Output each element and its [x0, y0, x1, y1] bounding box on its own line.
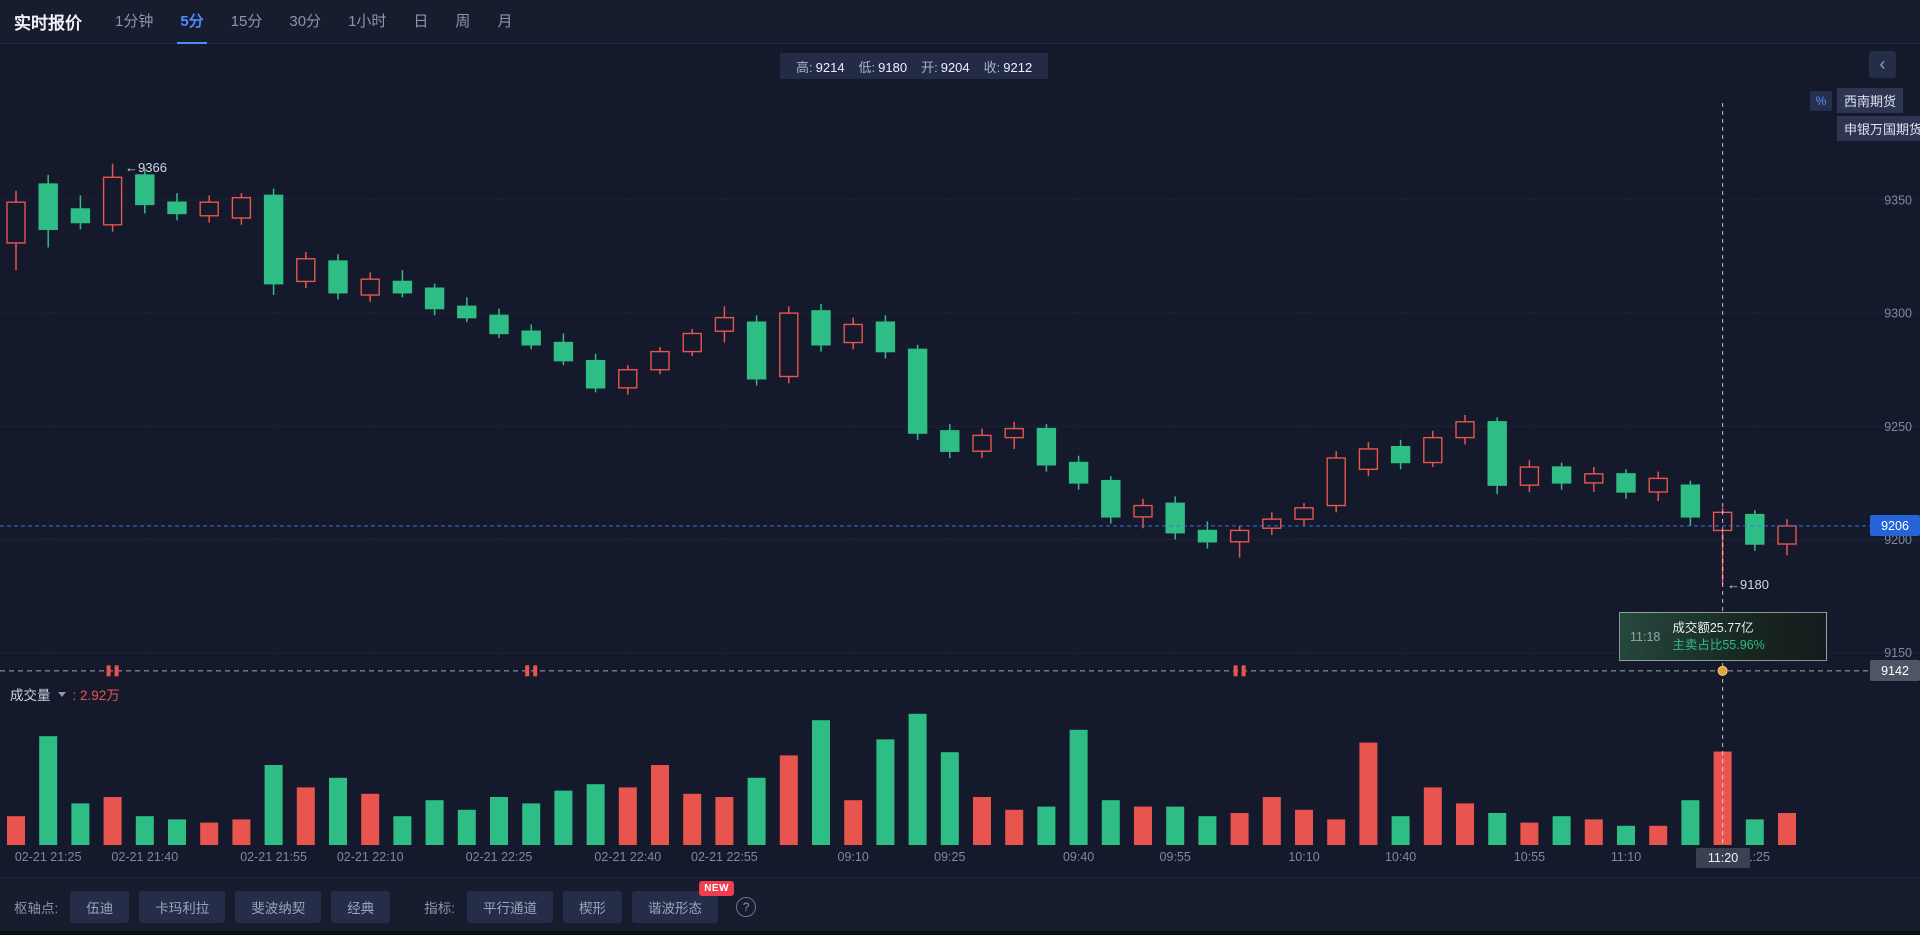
svg-text:02-21 21:25: 02-21 21:25: [15, 850, 82, 864]
pivot-button-classic[interactable]: 经典: [331, 890, 391, 923]
tooltip-time: 11:18: [1630, 629, 1661, 644]
svg-text:09:55: 09:55: [1160, 850, 1191, 864]
page-title: 实时报价: [14, 14, 82, 33]
high-price-annotation: ←9366: [125, 160, 167, 175]
volume-label: 成交量: [10, 688, 51, 703]
tooltip-sell-ratio: 主卖占比55.96%: [1672, 637, 1765, 652]
grid-lines: [0, 88, 1920, 845]
svg-text:11:10: 11:10: [1611, 850, 1641, 864]
svg-text:10:10: 10:10: [1288, 850, 1319, 864]
svg-text:10:55: 10:55: [1514, 850, 1545, 864]
tab-1min[interactable]: 1分钟: [115, 12, 154, 30]
svg-text:9200: 9200: [1884, 533, 1912, 547]
top-bar: 实时报价 1分钟 5分 15分 30分 1小时 日 周 月: [0, 0, 1920, 44]
tab-day[interactable]: 日: [413, 12, 429, 30]
svg-text:9150: 9150: [1884, 646, 1912, 660]
tooltip-turnover: 成交额25.77亿: [1672, 620, 1754, 635]
ohlc-readout: 高: 9214 低: 9180 开: 9204 收: 9212: [780, 53, 1049, 79]
ohlc-low: 低: 9180: [858, 59, 908, 75]
pivot-button-camarilla[interactable]: 卡玛利拉: [139, 890, 226, 923]
tab-week[interactable]: 周: [455, 12, 471, 30]
svg-text:09:40: 09:40: [1063, 850, 1094, 864]
indicator-button-harmonic[interactable]: 谐波形态 NEW: [632, 880, 735, 923]
candles[interactable]: [6, 163, 1797, 585]
pivot-button-fibonacci[interactable]: 斐波纳契: [235, 890, 322, 923]
indicator-button-parallel-channel[interactable]: 平行通道: [467, 890, 554, 923]
tab-15min[interactable]: 15分: [230, 12, 263, 30]
volume-value: : 2.92万: [72, 688, 120, 703]
collapse-panel-button[interactable]: ‹: [1869, 51, 1896, 78]
ohlc-high: 高: 9214: [796, 59, 845, 75]
tooltip-lines: 成交额25.77亿 主卖占比55.96%: [1672, 620, 1764, 654]
low-price-annotation: ←9180: [1727, 577, 1769, 592]
svg-text:10:40: 10:40: [1385, 850, 1416, 864]
svg-text:09:25: 09:25: [934, 850, 965, 864]
broker-badge-shenyin[interactable]: 申银万国期货: [1837, 116, 1920, 141]
broker-row-1: % 西南期货: [1810, 88, 1920, 113]
pivot-button-woodie[interactable]: 伍迪: [70, 890, 130, 923]
marker-price-badge: 9142: [1870, 660, 1920, 681]
chevron-down-icon: [57, 691, 66, 697]
broker-badge-southwest[interactable]: 西南期货: [1837, 88, 1904, 113]
broker-badges: % 西南期货 申银万国期货: [1810, 88, 1920, 141]
crosshair-dot: [1717, 665, 1728, 676]
time-axis-labels: 02-21 21:25 02-21 21:40 02-21 21:55 02-21 2…: [15, 850, 1770, 864]
crosshair-tooltip: 11:18 成交额25.77亿 主卖占比55.96%: [1619, 612, 1827, 661]
ohlc-close: 收: 9212: [983, 59, 1033, 75]
svg-text:02-21 22:10: 02-21 22:10: [337, 850, 404, 864]
svg-text:02-21 22:40: 02-21 22:40: [594, 850, 661, 864]
svg-text:9300: 9300: [1884, 307, 1912, 321]
stats-icon[interactable]: %: [1810, 90, 1832, 111]
tab-30min[interactable]: 30分: [289, 12, 322, 30]
volume-bars[interactable]: [7, 713, 1796, 845]
svg-text:02-21 22:55: 02-21 22:55: [691, 850, 758, 864]
bottom-strip: [0, 931, 1920, 935]
svg-text:02-21 21:40: 02-21 21:40: [111, 850, 178, 864]
new-badge: NEW: [699, 880, 735, 896]
svg-text:9250: 9250: [1884, 420, 1912, 434]
indicator-button-wedge[interactable]: 楔形: [563, 890, 623, 923]
tab-1hour[interactable]: 1小时: [348, 12, 387, 30]
indicator-label: 指标:: [424, 900, 456, 916]
crosshair-time-badge: 11:20: [1696, 848, 1750, 868]
volume-indicator-selector[interactable]: 成交量 : 2.92万: [10, 684, 120, 704]
ohlc-open: 开: 9204: [921, 59, 970, 75]
tab-month[interactable]: 月: [497, 12, 513, 30]
svg-text:02-21 22:25: 02-21 22:25: [466, 850, 533, 864]
tab-5min[interactable]: 5分: [177, 0, 207, 44]
help-icon[interactable]: ?: [736, 896, 757, 917]
chevron-left-icon: ‹: [1879, 54, 1886, 74]
svg-text:9350: 9350: [1884, 193, 1912, 207]
pivot-label: 枢轴点:: [14, 900, 59, 916]
bottom-toolbar: 枢轴点: 伍迪 卡玛利拉 斐波纳契 经典 指标: 平行通道 楔形 谐波形态 NE…: [0, 877, 1920, 935]
price-axis-labels: 9350 9300 9250 9200 9150: [1884, 193, 1912, 660]
broker-row-2: 申银万国期货: [1810, 116, 1920, 141]
svg-text:09:10: 09:10: [838, 850, 869, 864]
current-price-badge: 9206: [1870, 515, 1920, 536]
svg-text:02-21 21:55: 02-21 21:55: [240, 850, 307, 864]
signal-markers: [106, 665, 1246, 677]
